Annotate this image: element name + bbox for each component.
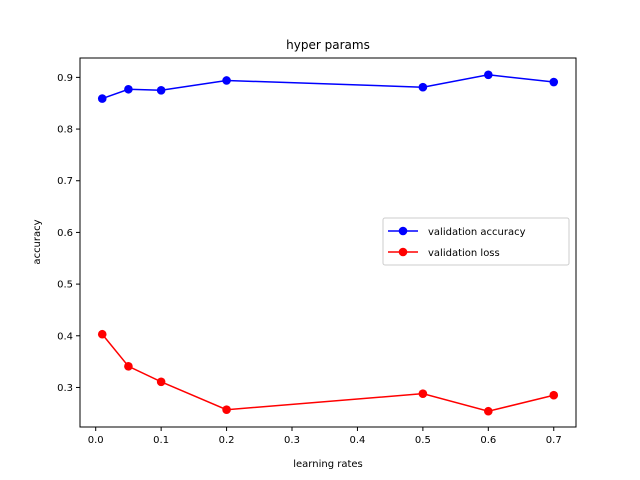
data-point-validation-loss xyxy=(97,329,107,339)
y-tick-label: 0.5 xyxy=(57,280,73,291)
data-point-validation-accuracy xyxy=(156,86,166,95)
y-tick-label: 0.7 xyxy=(57,176,73,187)
x-tick-label: 0.2 xyxy=(219,435,235,446)
x-tick-label: 0.6 xyxy=(480,435,496,446)
y-tick-label: 0.6 xyxy=(57,228,73,239)
y-tick-label: 0.4 xyxy=(57,331,73,342)
legend-marker-validation-accuracy xyxy=(398,226,408,236)
x-tick-label: 0.7 xyxy=(546,435,562,446)
plot-frame xyxy=(79,57,577,428)
data-point-validation-accuracy xyxy=(97,94,107,103)
series-line-validation-loss xyxy=(101,333,554,413)
data-point-validation-loss xyxy=(484,406,493,416)
legend-label-validation-loss: validation loss xyxy=(428,248,500,259)
chart-title: hyper params xyxy=(286,38,370,52)
legend: validation accuracy validation loss xyxy=(382,217,570,266)
x-tick-label: 0.3 xyxy=(284,435,300,446)
legend-marker-validation-loss xyxy=(398,247,408,257)
x-tick-label: 0.0 xyxy=(88,435,104,446)
y-tick-label: 0.8 xyxy=(57,125,73,136)
data-point-validation-loss xyxy=(549,390,559,400)
data-point-validation-loss xyxy=(418,389,428,398)
y-tick-label: 0.9 xyxy=(57,73,73,84)
data-point-validation-loss xyxy=(222,405,231,414)
y-axis: 0.3 0.4 0.5 0.6 0.7 0.8 0.9 xyxy=(57,73,80,394)
x-tick-label: 0.4 xyxy=(349,435,365,446)
data-point-validation-loss xyxy=(156,377,166,387)
y-axis-label: accuracy xyxy=(32,219,43,264)
data-point-validation-accuracy xyxy=(549,77,559,87)
x-axis-label: learning rates xyxy=(293,459,363,470)
data-point-validation-accuracy xyxy=(124,84,133,94)
x-tick-label: 0.1 xyxy=(153,435,169,446)
legend-box xyxy=(382,217,570,266)
x-tick-label: 0.5 xyxy=(415,435,431,446)
series-markers xyxy=(97,70,559,416)
legend-label-validation-accuracy: validation accuracy xyxy=(428,227,526,238)
data-point-validation-accuracy xyxy=(222,76,231,85)
y-tick-label: 0.3 xyxy=(57,383,73,394)
data-point-validation-accuracy xyxy=(484,70,493,80)
data-point-validation-loss xyxy=(124,361,133,371)
data-point-validation-accuracy xyxy=(418,82,428,92)
x-axis: 0.0 0.1 0.2 0.3 0.4 0.5 0.6 0.7 xyxy=(88,427,562,446)
plot-area xyxy=(79,57,577,428)
